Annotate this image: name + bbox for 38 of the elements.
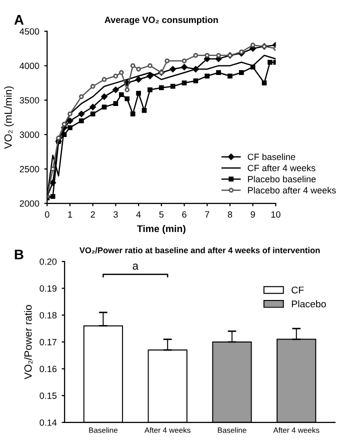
annotation: a	[132, 264, 138, 270]
x-tick-label: 4	[136, 211, 141, 218]
x-tick-label: 2	[90, 211, 95, 218]
text: A	[14, 15, 24, 25]
y-tick-label: 0.20	[40, 258, 57, 265]
text: B	[14, 250, 24, 260]
y-tick-label: 4500	[20, 28, 40, 35]
legend-label: Placebo after 4 weeks	[248, 186, 336, 194]
x-axis-title: Time (min)	[137, 224, 186, 234]
y-tick-label: 4000	[20, 62, 40, 70]
x-tick-label: 7	[205, 211, 210, 218]
x-tick-label: 3	[114, 211, 118, 218]
y-axis-title: VO₂ (mL/min)	[4, 86, 14, 149]
y-tick-label: 3500	[20, 97, 40, 104]
x-tick-label: 5	[159, 211, 164, 218]
x-tick-label: 8	[228, 211, 232, 218]
legend-label: Placebo baseline	[248, 176, 316, 182]
y-tick-label: 2000	[20, 200, 40, 207]
legend-label: CF baseline	[248, 153, 296, 160]
y-tick-label: 0.14	[40, 419, 57, 426]
y-tick-label: 0.19	[40, 285, 56, 292]
y-axis-title: VO₂/Power ratio	[24, 305, 33, 380]
chart-title: VO₂/Power ratio at baseline and after 4 weeks of intervention	[79, 247, 320, 254]
y-tick-label: 3000	[20, 132, 40, 138]
y-tick-label: 0.17	[40, 338, 56, 346]
y-tick-label: 0.18	[40, 312, 57, 318]
x-tick-label: 0	[44, 211, 50, 218]
legend-label: CF	[292, 286, 304, 294]
chart-title: Average VO₂ consumption	[104, 16, 218, 25]
y-tick-label: 2500	[20, 166, 40, 172]
legend-label: Placebo	[292, 300, 326, 308]
legend-label: CF after 4 weeks	[248, 164, 316, 172]
x-tick-label: 9	[250, 211, 255, 218]
x-tick-label: 10	[271, 211, 280, 218]
y-tick-label: 0.15	[40, 392, 57, 399]
x-tick-label: 1	[68, 211, 72, 218]
x-tick-label: 6	[182, 211, 186, 218]
y-tick-label: 0.16	[40, 366, 57, 372]
